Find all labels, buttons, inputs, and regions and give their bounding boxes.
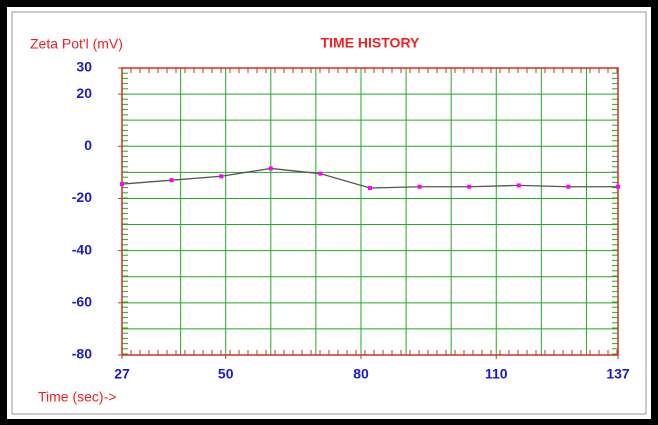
y-tick-label: -40 xyxy=(72,241,92,257)
data-point xyxy=(368,186,372,191)
y-tick-label: -20 xyxy=(72,189,92,205)
data-point xyxy=(268,166,273,171)
x-tick-label: 137 xyxy=(606,366,630,382)
x-tick-label: 27 xyxy=(114,366,130,382)
data-point xyxy=(467,184,472,189)
y-tick-label: 30 xyxy=(76,59,92,75)
x-tick-label: 80 xyxy=(353,366,369,382)
data-point xyxy=(566,184,571,189)
data-point xyxy=(417,184,422,189)
panel-border xyxy=(11,11,647,415)
data-point xyxy=(318,171,323,176)
chart-title: TIME HISTORY xyxy=(321,35,420,51)
data-point xyxy=(219,174,224,179)
data-point xyxy=(120,182,124,187)
y-tick-label: -60 xyxy=(72,294,92,310)
x-axis-label: Time (sec)-> xyxy=(38,389,116,405)
y-tick-label: 20 xyxy=(76,85,92,101)
data-point xyxy=(516,183,521,188)
y-tick-label: -80 xyxy=(72,346,92,362)
x-tick-label: 50 xyxy=(218,366,234,382)
plot-frame xyxy=(121,67,619,356)
y-tick-label: 0 xyxy=(84,137,92,153)
x-tick-label: 110 xyxy=(485,366,508,382)
y-axis-label: Zeta Pot'l (mV) xyxy=(30,36,123,52)
data-point xyxy=(169,178,174,183)
data-point xyxy=(616,184,620,189)
